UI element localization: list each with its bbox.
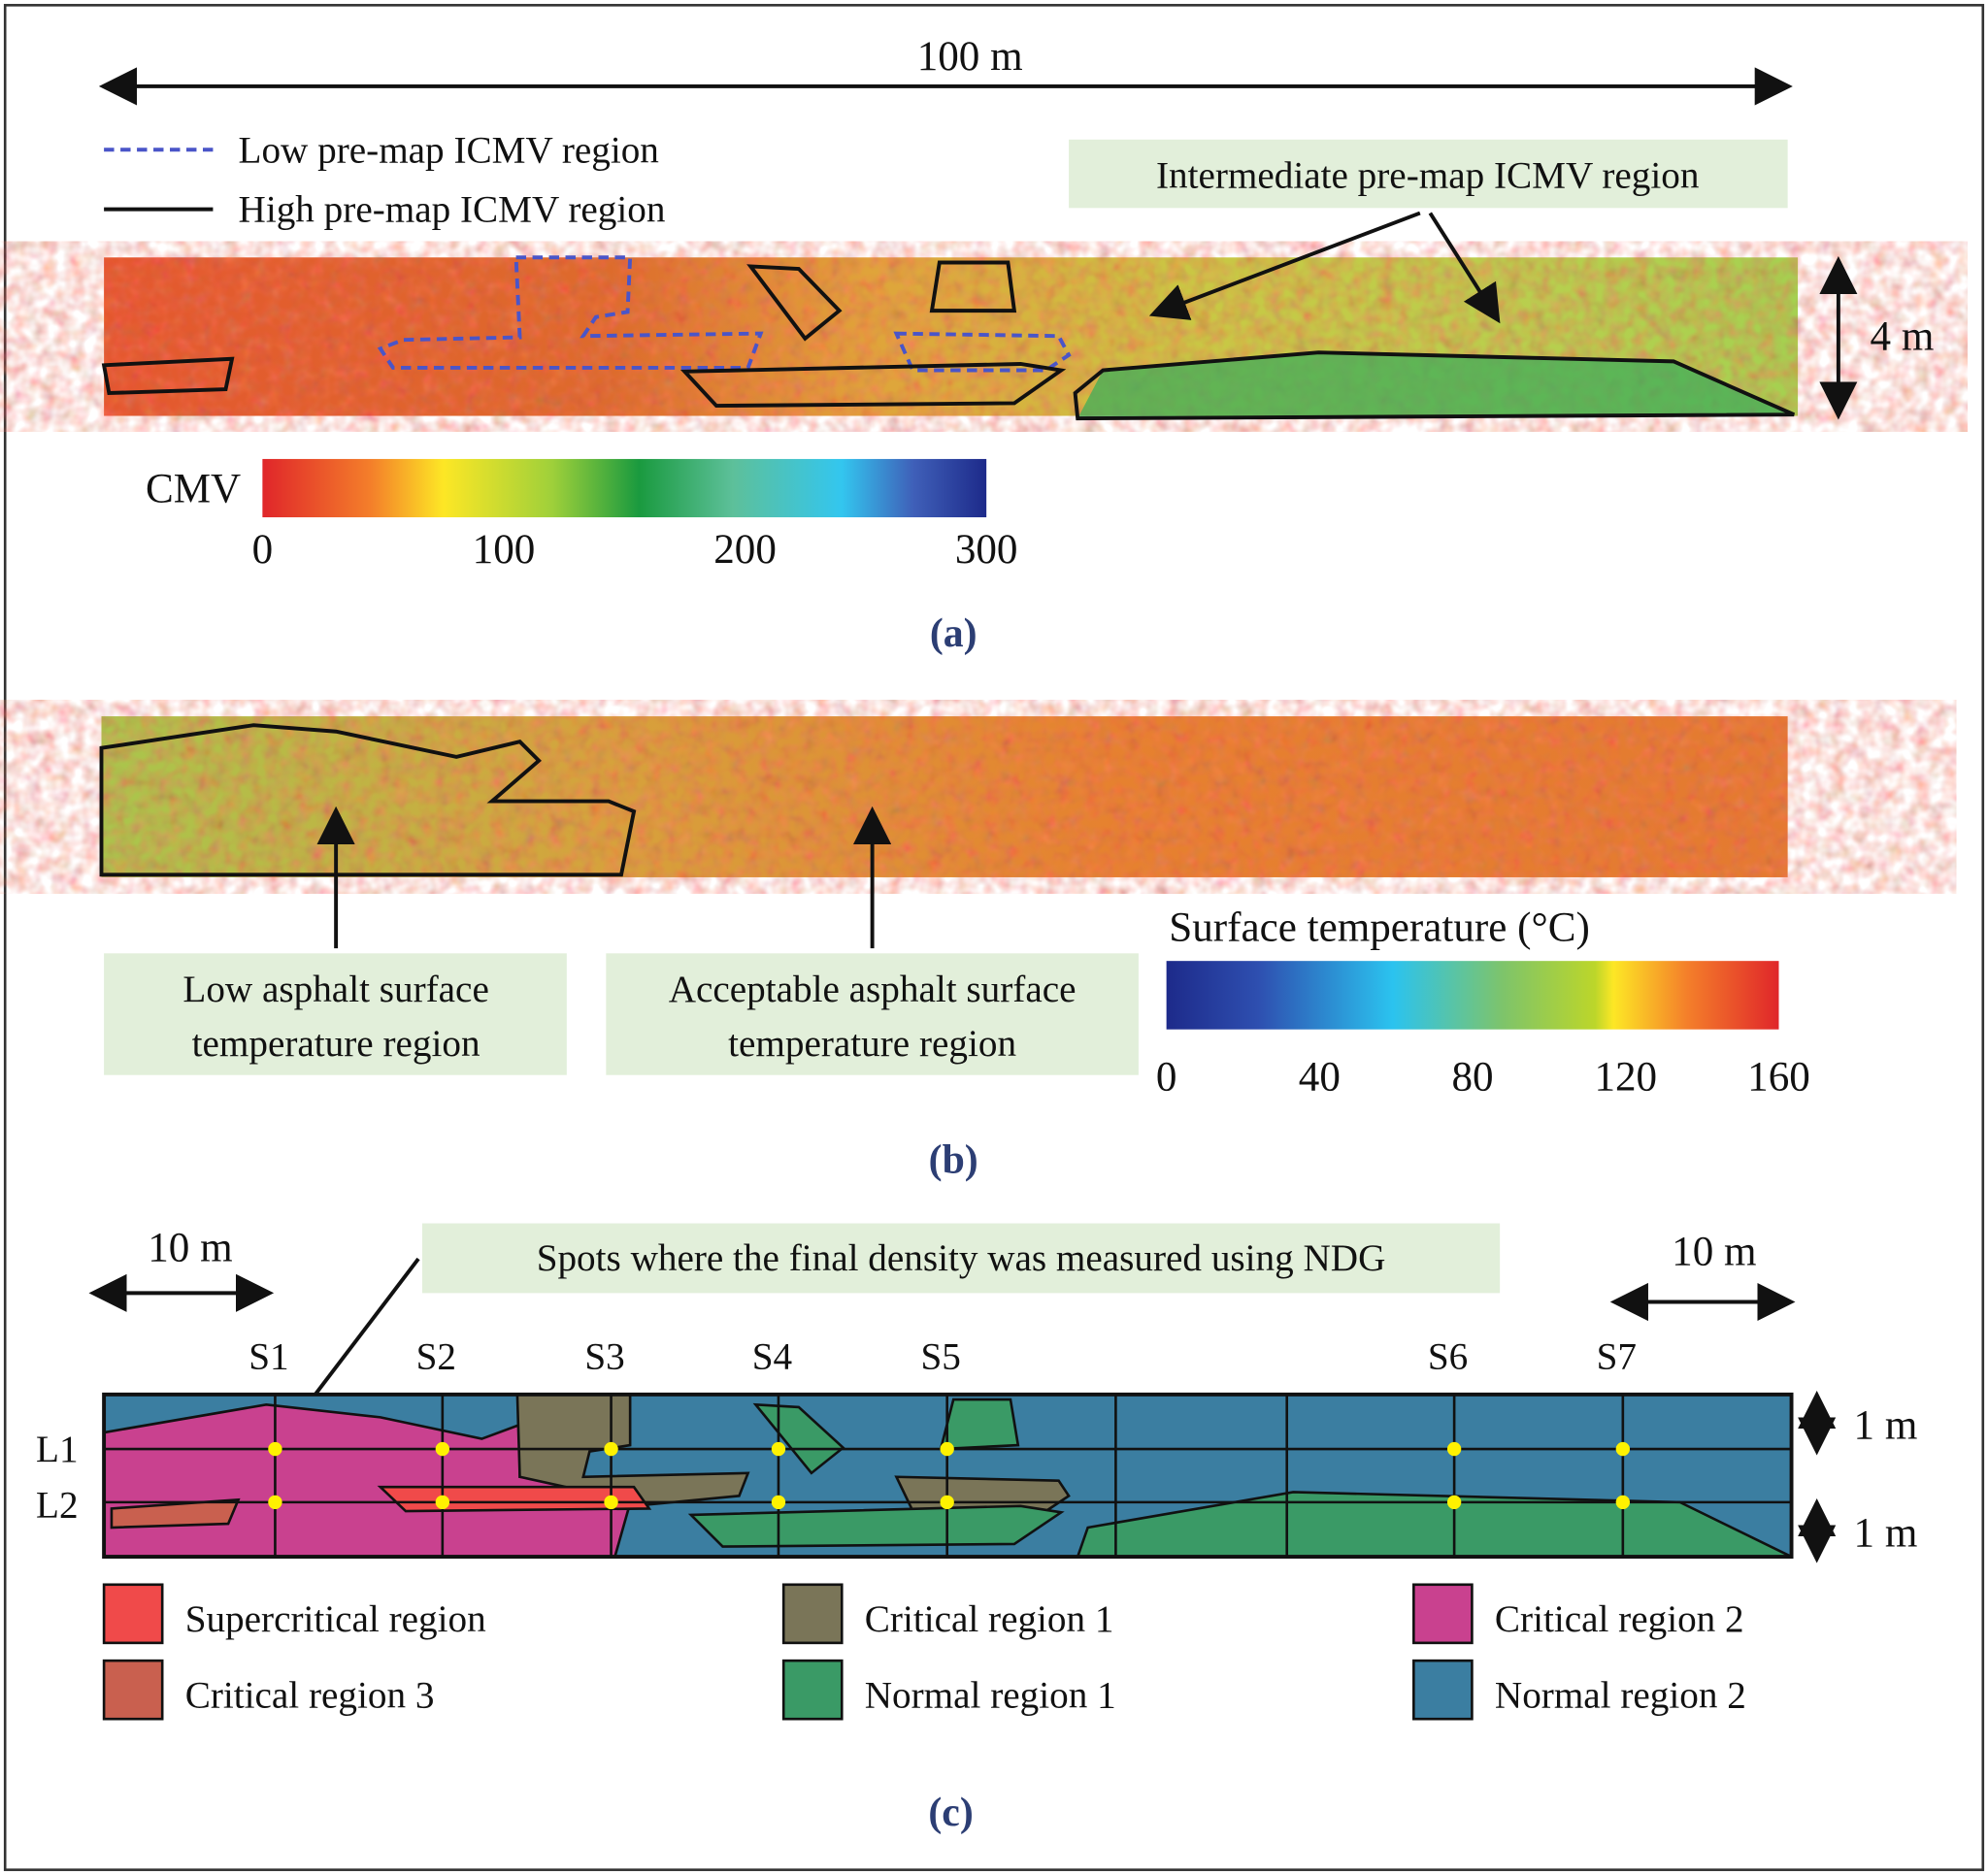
- legend-label: Critical region 2: [1495, 1598, 1744, 1640]
- region-map: [102, 1393, 1793, 1559]
- lane-label: L2: [36, 1485, 79, 1527]
- colorbar-tick-label: 200: [713, 527, 777, 573]
- legend-label: Critical region 3: [185, 1674, 435, 1716]
- station-label: S6: [1428, 1336, 1468, 1378]
- width-label: 4 m: [1871, 314, 1935, 360]
- ndg-spot: [1615, 1495, 1631, 1510]
- callout-box: [421, 1223, 1501, 1294]
- low-region: [377, 255, 764, 370]
- station-label: S7: [1597, 1336, 1637, 1378]
- ndg-spot: [940, 1441, 954, 1457]
- colorbar-tick-label: 120: [1594, 1054, 1657, 1100]
- ndg-spot: [1615, 1441, 1631, 1457]
- callout: temperature region: [728, 1023, 1016, 1065]
- lane-width-label: 1 m: [1854, 1403, 1918, 1449]
- normal-1-area: [687, 1504, 1065, 1548]
- ndg-spot: [268, 1495, 282, 1510]
- callout: Low asphalt surface: [182, 969, 488, 1010]
- colorbar-tick-label: 300: [955, 527, 1018, 573]
- frame: [3, 4, 1985, 1871]
- legend-label: Normal region 2: [1495, 1674, 1746, 1716]
- legend-label: High pre-map ICMV region: [239, 189, 666, 231]
- station-label: S3: [584, 1336, 624, 1378]
- ndg-spot: [771, 1441, 786, 1457]
- station-label: S5: [920, 1336, 960, 1378]
- high-region: [746, 264, 843, 342]
- colorbar-label: CMV: [146, 466, 241, 511]
- ndg-spot: [1446, 1495, 1462, 1510]
- lane-width-label: 1 m: [1854, 1511, 1918, 1557]
- low-region: [893, 331, 1072, 373]
- ndg-spot: [435, 1441, 450, 1457]
- normal-1-area: [939, 1398, 1020, 1451]
- callout-box: [606, 953, 1139, 1075]
- legend-label: Critical region 1: [865, 1598, 1114, 1640]
- map-texture: [101, 716, 1788, 877]
- legend-label: Normal region 1: [865, 1674, 1116, 1716]
- callout-box: [104, 953, 567, 1075]
- callout: Acceptable asphalt surface: [669, 969, 1077, 1010]
- ndg-spot: [771, 1495, 786, 1510]
- legend-label: Supercritical region: [185, 1598, 486, 1640]
- ndg-spot: [435, 1495, 450, 1510]
- callout: temperature region: [192, 1023, 480, 1065]
- caption: (b): [929, 1137, 978, 1182]
- colorbar-tick-label: 100: [473, 527, 536, 573]
- legend-swatch: [1412, 1583, 1474, 1645]
- colorbar-tick-label: 0: [1156, 1054, 1177, 1100]
- ndg-spot: [604, 1441, 618, 1457]
- legend-swatch: [102, 1583, 164, 1645]
- high-region: [1073, 350, 1795, 421]
- caption: (c): [928, 1791, 973, 1835]
- ndg-spot: [940, 1495, 954, 1510]
- station-label: S4: [752, 1336, 792, 1378]
- legend-label: Low pre-map ICMV region: [239, 129, 659, 171]
- station-label: S1: [248, 1336, 288, 1378]
- legend-swatch: [102, 1659, 164, 1721]
- scale-label: 10 m: [1672, 1230, 1756, 1275]
- colorbar-tick-label: 160: [1747, 1054, 1810, 1100]
- colorbar: [1166, 961, 1779, 1030]
- legend-swatch: [1412, 1659, 1474, 1721]
- station-label: S2: [416, 1336, 456, 1378]
- colorbar-tick-label: 80: [1452, 1054, 1494, 1100]
- legend-swatch: [781, 1583, 844, 1645]
- caption: (a): [930, 611, 977, 656]
- length-label: 100 m: [917, 34, 1023, 80]
- legend-swatch: [781, 1659, 844, 1721]
- colorbar: [262, 458, 987, 518]
- callout: Intermediate pre-map ICMV region: [1156, 154, 1699, 196]
- colorbar-label: Surface temperature (°C): [1169, 905, 1590, 950]
- scale-label: 10 m: [148, 1226, 232, 1271]
- colorbar-tick-label: 0: [252, 527, 274, 573]
- high-region: [929, 260, 1017, 313]
- callout-arrow: [1148, 211, 1421, 320]
- ndg-spot: [604, 1495, 618, 1510]
- ndg-spot: [268, 1441, 282, 1457]
- high-region: [679, 362, 1067, 409]
- high-region: [101, 356, 235, 396]
- colorbar-tick-label: 40: [1299, 1054, 1341, 1100]
- map-border: [102, 1392, 1794, 1559]
- callout: Spots where the final density was measur…: [537, 1237, 1386, 1279]
- callout-box: [1069, 139, 1788, 209]
- lane-label: L1: [36, 1429, 79, 1470]
- ndg-spot: [1446, 1441, 1462, 1457]
- low-temp-region: [99, 723, 637, 877]
- map-patch: [1077, 352, 1795, 419]
- callout-arrow: [1428, 212, 1501, 324]
